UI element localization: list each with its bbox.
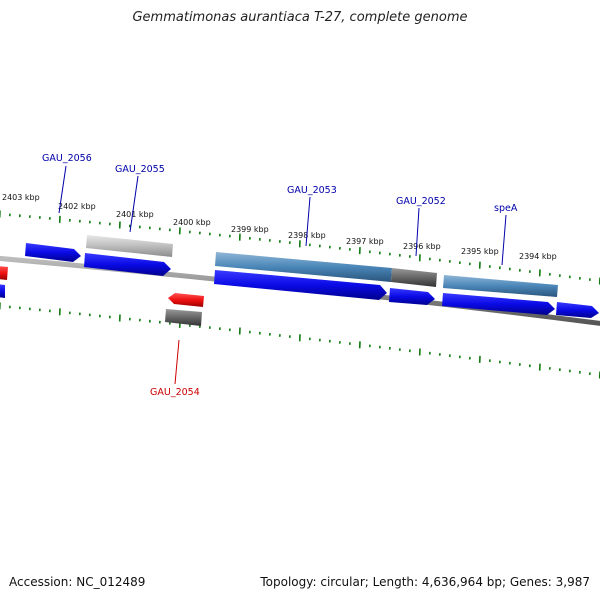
gene-label-gau-2055[interactable]: GAU_2055	[115, 164, 165, 175]
cds-arrow-edge-right[interactable]	[556, 302, 599, 318]
cds-arrow-reverse-gau-2054[interactable]	[168, 293, 204, 307]
scale-label: 2400 kbp	[173, 218, 211, 227]
gene-label-spea[interactable]: speA	[494, 203, 518, 214]
label-leader-lines	[58, 165, 507, 385]
gene-feature-gau-2052[interactable]	[391, 268, 437, 287]
cds-arrow-gau-2052[interactable]	[389, 288, 435, 305]
scale-label: 2403 kbp	[2, 193, 40, 202]
gene-feature-gau-2054[interactable]	[165, 309, 202, 326]
genome-summary-text: Topology: circular; Length: 4,636,964 bp…	[260, 575, 590, 589]
cds-arrow-gau-2053[interactable]	[214, 270, 387, 300]
scale-label: 2397 kbp	[346, 237, 384, 246]
gene-feature-gau-2053[interactable]	[215, 252, 392, 282]
gene-labels: GAU_2056 GAU_2055 GAU_2053 GAU_2052 speA…	[42, 153, 518, 398]
scale-label: 2394 kbp	[519, 252, 557, 261]
gene-label-gau-2054[interactable]: GAU_2054	[150, 387, 200, 398]
cds-arrow-gau-2056[interactable]	[25, 243, 81, 262]
gene-feature-gau-2055[interactable]	[86, 235, 173, 257]
gene-label-gau-2053[interactable]: GAU_2053	[287, 185, 337, 196]
cds-arrow-reverse-edge-left[interactable]	[0, 266, 8, 280]
accession-text: Accession: NC_012489	[9, 575, 146, 589]
scale-label: 2396 kbp	[403, 242, 441, 251]
gene-label-gau-2056[interactable]: GAU_2056	[42, 153, 92, 164]
scale-label: 2395 kbp	[461, 247, 499, 256]
gene-features	[86, 235, 558, 326]
scale-label: 2402 kbp	[58, 202, 96, 211]
cds-features	[0, 243, 599, 318]
cds-arrow-gau-2055[interactable]	[84, 253, 171, 276]
scale-label: 2399 kbp	[231, 225, 269, 234]
cds-arrow-edge-left[interactable]	[0, 284, 5, 298]
genome-title: Gemmatimonas aurantiaca T-27, complete g…	[132, 10, 468, 25]
gene-feature-spea[interactable]	[443, 275, 558, 297]
scale-label: 2401 kbp	[116, 210, 154, 219]
scale-labels: 2403 kbp 2402 kbp 2401 kbp 2400 kbp 2399 kbp…	[2, 193, 557, 261]
cds-arrow-spea[interactable]	[442, 293, 555, 315]
gene-label-gau-2052[interactable]: GAU_2052	[396, 196, 446, 207]
scale-ticks-outer	[0, 210, 600, 285]
